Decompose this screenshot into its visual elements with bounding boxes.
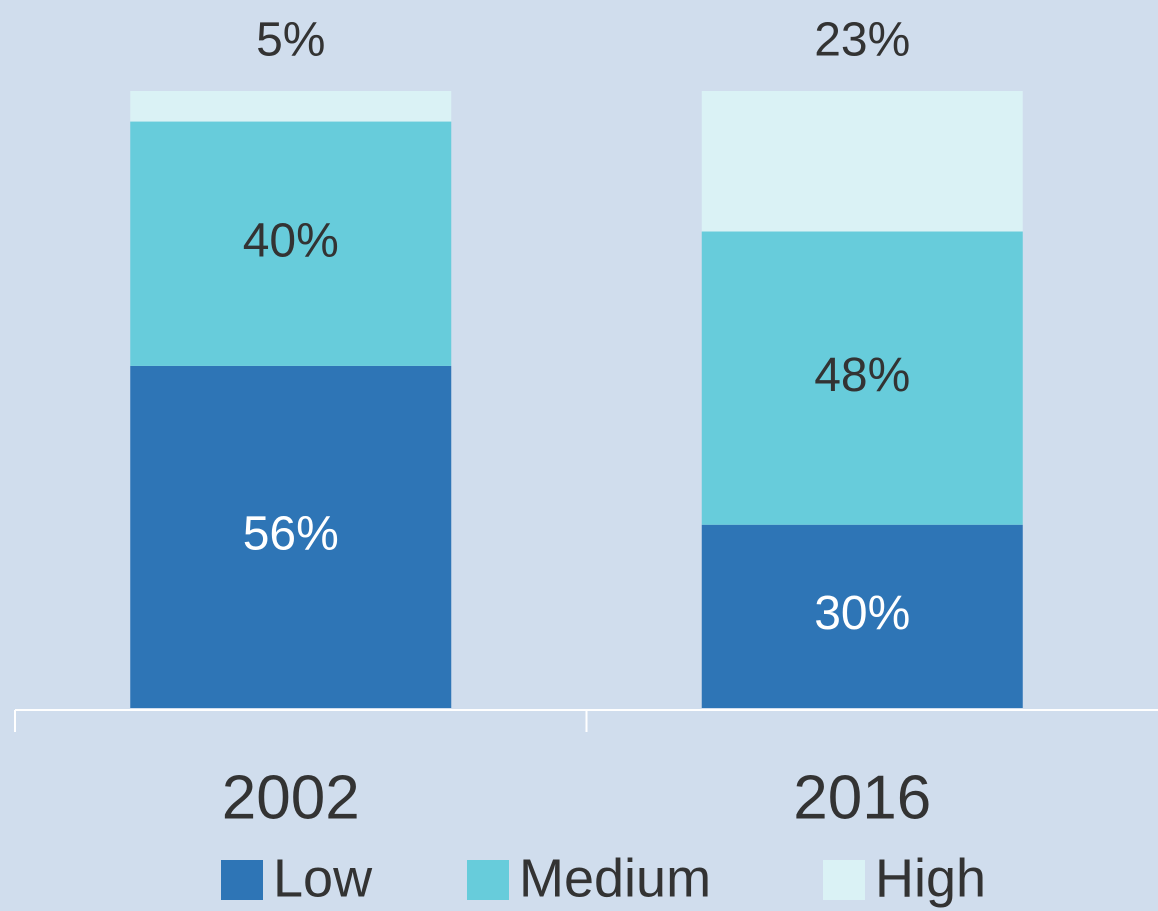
bar-segment [130,365,452,708]
bar-segment [701,231,1023,525]
legend-swatch [221,860,263,900]
value-label: 48% [814,349,910,402]
bar-segment [130,91,452,122]
value-label: 30% [814,587,910,640]
bar-segment [701,91,1023,232]
legend-swatch [823,860,865,900]
x-tick-label: 2016 [793,763,931,832]
legend-swatch [467,860,509,900]
bar-segment [701,524,1023,708]
legend-label: High [875,848,986,908]
value-label: 40% [243,214,339,267]
value-label: 5% [256,14,325,67]
bar-segment [130,121,452,366]
value-label: 23% [814,14,910,67]
x-tick-label: 2002 [222,763,360,832]
legend-label: Low [273,848,373,908]
value-label: 56% [243,508,339,561]
legend-label: Medium [519,848,711,908]
